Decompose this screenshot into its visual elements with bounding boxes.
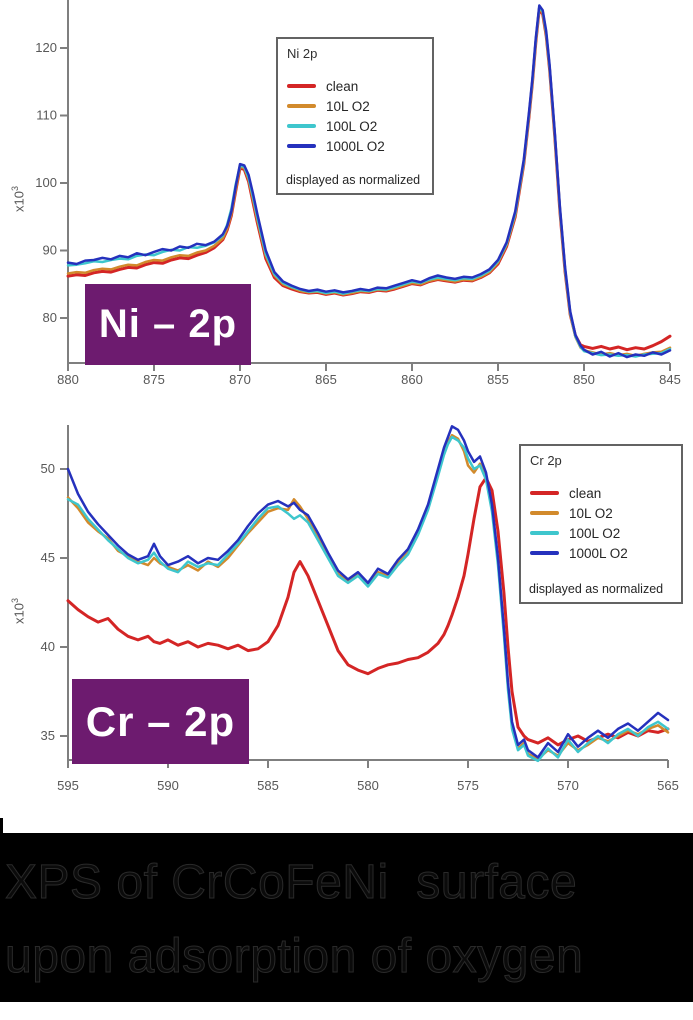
cr-y-tick-label: 35 — [41, 728, 55, 743]
legend-ni-2p: Ni 2p clean 10L O2 100L O2 1000L O2 display… — [276, 37, 434, 195]
legend-entry-100l-o2: 100L O2 — [530, 523, 672, 543]
y-unit-exp-cr: 3 — [10, 598, 20, 604]
badge-cr-2p: Cr – 2p — [72, 679, 249, 764]
legend-entry-label: clean — [326, 78, 359, 94]
legend-entry-label: 10L O2 — [569, 505, 613, 521]
legend-swatch — [287, 144, 316, 148]
legend-entry-10l-o2: 10L O2 — [530, 503, 672, 523]
legend-entry-label: 1000L O2 — [326, 138, 385, 154]
legend-swatch — [530, 551, 559, 555]
cr-series-clean — [66, 476, 670, 747]
legend-cr-2p: Cr 2p clean 10L O2 100L O2 1000L O2 display… — [519, 444, 683, 604]
caption-line-1: XPS of CrCoFeNi surface — [4, 856, 578, 910]
ni-y-tick-label: 120 — [35, 40, 57, 55]
legend-entry-1000l-o2: 1000L O2 — [287, 136, 423, 156]
legend-entry-label: 10L O2 — [326, 98, 370, 114]
ni-x-tick-label: 870 — [229, 372, 251, 387]
ni-y-tick-label: 100 — [35, 175, 57, 190]
ni-y-tick-label: 80 — [43, 310, 57, 325]
cr-x-tick-label: 570 — [557, 778, 579, 793]
legend-swatch — [287, 84, 316, 88]
cr-y-tick-label: 40 — [41, 639, 55, 654]
legend-entry-clean: clean — [287, 76, 423, 96]
cr-x-tick-label: 595 — [57, 778, 79, 793]
y-unit-base-cr: x10 — [11, 603, 27, 624]
ni-x-tick-label: 855 — [487, 372, 509, 387]
legend-entry-label: 100L O2 — [326, 118, 378, 134]
legend-swatch — [530, 491, 559, 495]
cr-x-tick-label: 585 — [257, 778, 279, 793]
legend-entries-cr: clean 10L O2 100L O2 1000L O2 — [530, 483, 672, 563]
legend-note-ni: displayed as normalized — [286, 173, 421, 187]
y-unit-label-ni: x103 — [10, 186, 26, 212]
ni-x-tick-label: 875 — [143, 372, 165, 387]
cr-y-tick-label: 50 — [41, 461, 55, 476]
caption-block: XPS of CrCoFeNi surface upon adsorption … — [0, 833, 693, 1002]
ni-x-tick-label: 850 — [573, 372, 595, 387]
legend-entry-label: clean — [569, 485, 602, 501]
legend-entry-clean: clean — [530, 483, 672, 503]
cr-x-tick-label: 565 — [657, 778, 679, 793]
y-unit-exp-ni: 3 — [10, 186, 20, 192]
legend-title-ni: Ni 2p — [287, 46, 318, 61]
ni-x-tick-label: 860 — [401, 372, 423, 387]
cr-x-tick-label: 580 — [357, 778, 379, 793]
legend-entry-label: 100L O2 — [569, 525, 621, 541]
legend-entry-1000l-o2: 1000L O2 — [530, 543, 672, 563]
legend-entry-100l-o2: 100L O2 — [287, 116, 423, 136]
y-unit-label-cr: x103 — [10, 598, 26, 624]
ni-x-tick-label: 845 — [659, 372, 681, 387]
ni-series-1000l-o2 — [66, 4, 672, 359]
legend-swatch — [530, 511, 559, 515]
caption-left-tick — [0, 818, 3, 833]
cr-series-100l-o2 — [66, 435, 670, 763]
y-unit-base-ni: x10 — [11, 191, 27, 212]
legend-note-cr: displayed as normalized — [529, 582, 664, 596]
cr-y-tick-label: 45 — [41, 550, 55, 565]
ni-x-tick-label: 865 — [315, 372, 337, 387]
ni-y-tick-label: 90 — [43, 243, 57, 258]
cr-x-tick-label: 575 — [457, 778, 479, 793]
ni-y-tick-label: 110 — [36, 108, 57, 123]
legend-swatch — [287, 104, 316, 108]
legend-swatch — [530, 531, 559, 535]
legend-swatch — [287, 124, 316, 128]
caption-line-2: upon adsorption of oxygen — [4, 930, 584, 984]
legend-title-cr: Cr 2p — [530, 453, 562, 468]
legend-entry-10l-o2: 10L O2 — [287, 96, 423, 116]
legend-entries-ni: clean 10L O2 100L O2 1000L O2 — [287, 76, 423, 156]
cr-series-1000l-o2 — [66, 425, 670, 759]
legend-entry-label: 1000L O2 — [569, 545, 628, 561]
ni-x-tick-label: 880 — [57, 372, 79, 387]
badge-ni-2p: Ni – 2p — [85, 284, 251, 365]
cr-x-tick-label: 590 — [157, 778, 179, 793]
